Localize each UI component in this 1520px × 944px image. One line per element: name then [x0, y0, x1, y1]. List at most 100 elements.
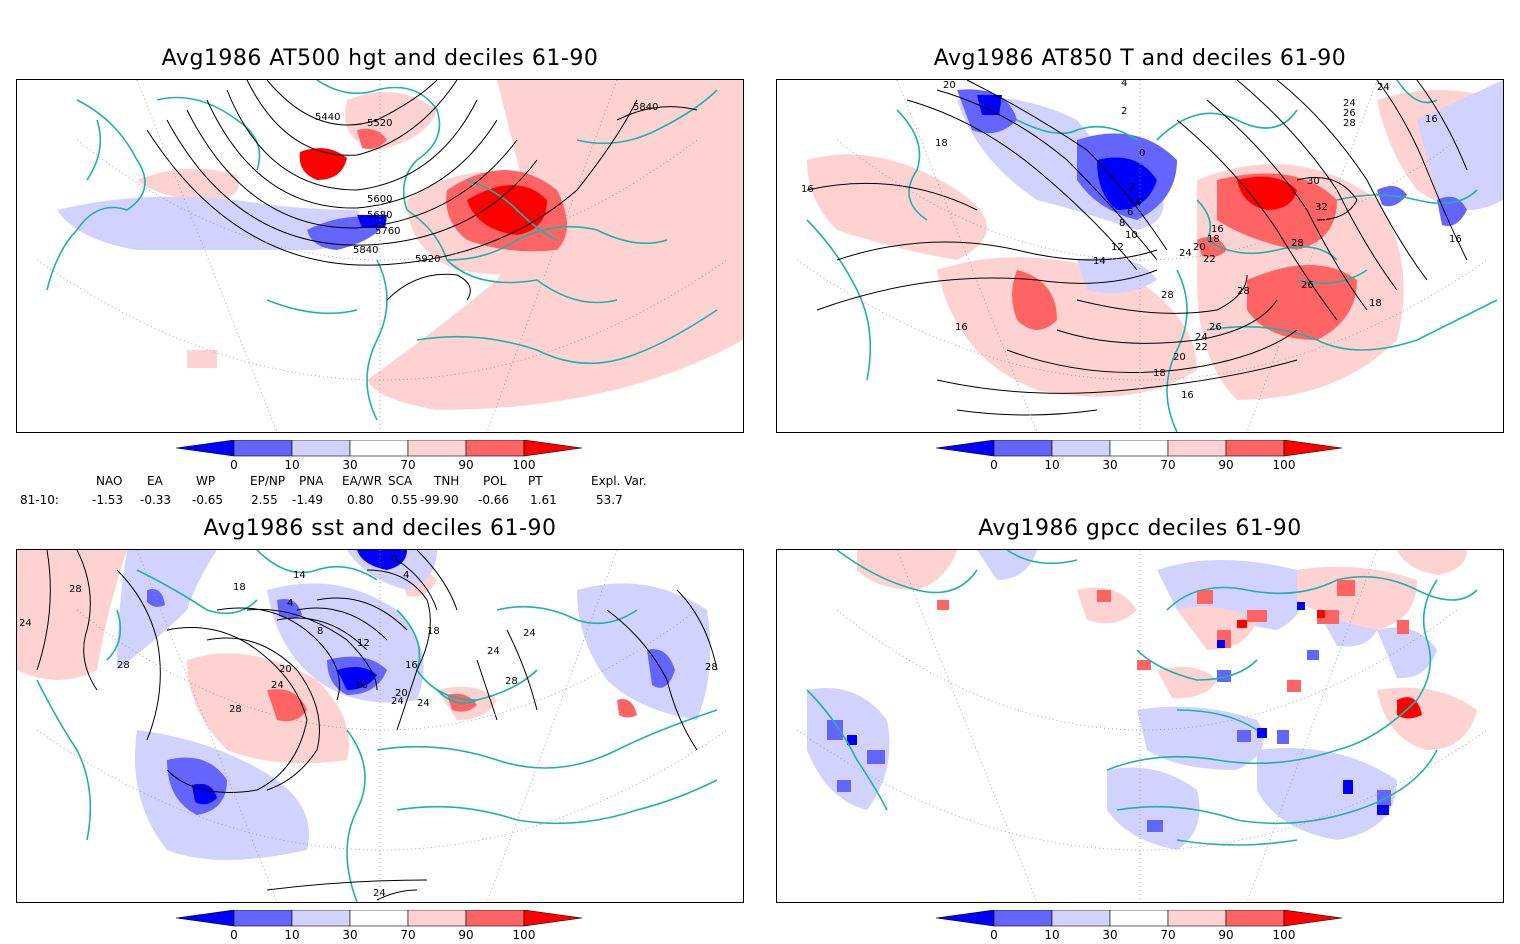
contours: [146, 80, 698, 301]
colorbar-swatch: [993, 909, 1053, 927]
index-value: -99.90: [420, 493, 459, 507]
anomaly-red: [467, 185, 547, 235]
contour-label: 14: [1093, 256, 1106, 267]
precip-light-blue: [807, 550, 1437, 850]
panel-title-t850: Avg1986 AT850 T and deciles 61-90: [933, 46, 1347, 71]
colorbar-swatch: [1051, 909, 1111, 927]
contour-label: 24: [523, 628, 536, 639]
coastlines: [46, 80, 718, 421]
contour-label: 12: [357, 638, 370, 649]
colorbar-swatches: [935, 439, 1343, 457]
colorbar-bottom-right: 0 10 30 70 90 100: [935, 909, 1356, 944]
coastlines: [806, 80, 1498, 432]
colorbar-swatch: [1167, 909, 1227, 927]
colorbar-tick: 30: [1102, 928, 1118, 942]
colorbar-tick: 0: [990, 458, 998, 472]
index-header: EA: [147, 474, 163, 488]
panel-title-sst: Avg1986 sst and deciles 61-90: [203, 516, 557, 541]
contour-label: 5440: [315, 112, 340, 123]
contour-label: 16: [1449, 234, 1462, 245]
index-value: -0.33: [140, 493, 172, 507]
anomaly-light-blue: [117, 550, 217, 670]
contour-label: 5520: [367, 118, 392, 129]
anomaly-mid-red: [267, 689, 307, 722]
colorbar-tick: 70: [400, 928, 416, 942]
index-value: 1.61: [530, 493, 557, 507]
colorbar-top-left: 0 10 30 70 90 100: [175, 439, 596, 474]
contour-label: 24: [1377, 82, 1390, 93]
colorbar-swatch: [1109, 439, 1169, 457]
colorbar-tick: 90: [458, 928, 474, 942]
colorbar-tick: 90: [1218, 928, 1234, 942]
colorbar-swatch: [233, 439, 293, 457]
index-header: PT: [528, 474, 543, 488]
anomaly-light-blue: [1077, 257, 1157, 294]
contour-label: 10: [1125, 230, 1138, 241]
colorbar-tick: 10: [284, 458, 300, 472]
contour-label: 32: [1315, 202, 1328, 213]
index-header: EP/NP: [250, 474, 286, 488]
colorbar-tick: 30: [342, 928, 358, 942]
colorbar-tick: 70: [1160, 458, 1176, 472]
anomaly-blue: [1097, 157, 1157, 210]
contour-label: 4: [1121, 80, 1127, 89]
contour-label: 0: [1139, 148, 1145, 159]
colorbar-tick: 10: [1044, 928, 1060, 942]
anomaly-light-blue: [57, 196, 362, 250]
colorbar-tick: 30: [1102, 458, 1118, 472]
contour-label: 24: [271, 680, 284, 691]
contour-label: 2: [1121, 106, 1127, 117]
index-value: 53.7: [596, 493, 623, 507]
contour-label: 26: [1343, 108, 1356, 119]
anomaly-red: [1237, 176, 1297, 210]
contour-label: 20: [1193, 242, 1206, 253]
precip-blue: [847, 602, 1389, 815]
index-value: -0.66: [478, 493, 510, 507]
anomaly-light-red: [187, 350, 217, 368]
contour-label: 24: [1343, 98, 1356, 109]
colorbar-tick: 10: [284, 928, 300, 942]
colorbar-swatch: [1225, 439, 1285, 457]
map-hgt500: 5440 5520 5600 5680 5760 5840 5920 5840: [16, 79, 744, 433]
contour-label: 18: [233, 582, 246, 593]
colorbar-swatch: [465, 909, 525, 927]
colorbar-swatch: [175, 439, 235, 457]
colorbar-swatch: [349, 909, 409, 927]
index-header: WP: [196, 474, 216, 488]
contour-label: 2: [1129, 182, 1135, 193]
anomaly-blue: [977, 95, 1002, 115]
contour-label: 18: [1369, 298, 1382, 309]
coastlines: [806, 550, 1478, 846]
contour-label: 5840: [353, 245, 378, 256]
contour-label: 28: [117, 660, 130, 671]
contour-label: 28: [705, 662, 718, 673]
contour-label: 22: [1203, 254, 1216, 265]
contour-label: 22: [1195, 342, 1208, 353]
contour-label: 16: [405, 660, 418, 671]
colorbar-swatch: [935, 909, 995, 927]
anomaly-light-red: [17, 550, 127, 680]
colorbar-tick: 70: [400, 458, 416, 472]
anomaly-mid-red: [1197, 236, 1227, 258]
index-value: -1.53: [92, 493, 124, 507]
colorbar-swatch: [1283, 439, 1343, 457]
contour-label: 28: [229, 704, 242, 715]
contour-label: 26: [1209, 322, 1222, 333]
colorbar-tick: 30: [342, 458, 358, 472]
contour-label: 24: [1195, 332, 1208, 343]
contours: [806, 80, 1468, 416]
contour-label: 16: [801, 184, 814, 195]
colorbar-top-right: 0 10 30 70 90 100: [935, 439, 1356, 474]
contour-label: 24: [19, 618, 32, 629]
contours: [36, 550, 718, 901]
contour-label: 16: [955, 322, 968, 333]
contour-label: 4: [403, 570, 409, 581]
anomaly-light-red: [137, 168, 239, 200]
graticule: [36, 550, 728, 902]
index-header: TNH: [434, 474, 460, 488]
index-row-label: 81-10:: [20, 493, 59, 507]
colorbar-bottom-left: 0 10 30 70 90 100: [175, 909, 596, 944]
contour-label: 5840: [633, 102, 658, 113]
contour-label: 24: [1179, 248, 1192, 259]
contour-label: 5680: [367, 210, 392, 221]
